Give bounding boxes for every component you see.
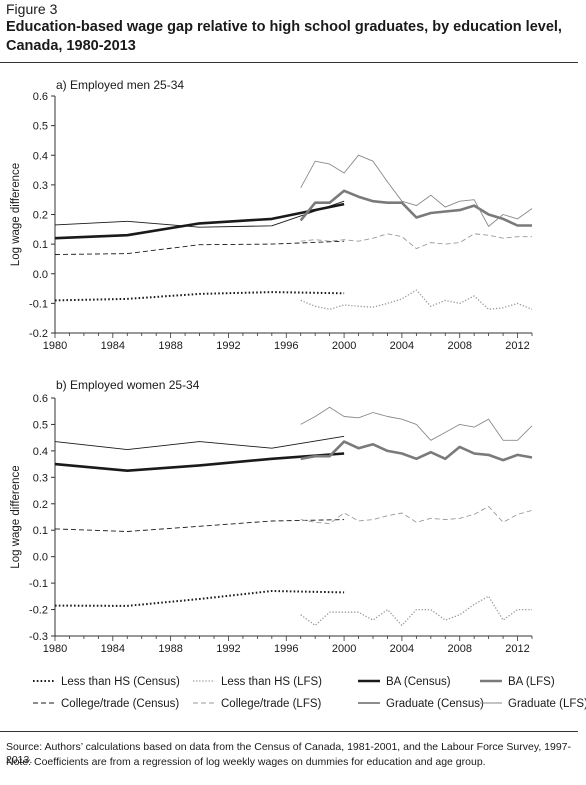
x-tick-label: 1980 (43, 643, 67, 655)
series-line-college-trade-census (54, 519, 345, 532)
series-line-less-than-hs-lfs (300, 289, 533, 310)
x-tick-label: 1992 (216, 340, 240, 352)
y-tick-label: -0.3 (29, 631, 48, 643)
y-axis-label: Log wage difference (10, 465, 22, 568)
x-tick-label: 2008 (447, 340, 471, 352)
figure-title: Education-based wage gap relative to hig… (6, 19, 562, 54)
series-line-graduate-census (54, 200, 345, 228)
series-line-graduate-lfs (300, 406, 533, 441)
top-rule (0, 62, 578, 63)
series-line-graduate-lfs (300, 154, 533, 227)
series-line-ba-lfs (300, 440, 533, 462)
y-tick-label: 0.1 (33, 525, 48, 537)
legend-label: College/trade (Census) (61, 698, 179, 710)
panel-title: b) Employed women 25-34 (56, 378, 200, 392)
series-line-ba-lfs (299, 189, 532, 227)
x-tick-label: 2012 (505, 340, 529, 352)
series-line-less-than-hs-census (54, 590, 345, 607)
x-tick-label: 1984 (101, 340, 125, 352)
legend-label: College/trade (LFS) (221, 698, 322, 710)
legend-label: BA (LFS) (508, 676, 555, 688)
x-tick-label: 1988 (158, 643, 182, 655)
bottom-rule (0, 731, 578, 732)
x-tick-label: 2008 (447, 643, 471, 655)
y-tick-label: 0.4 (33, 150, 48, 162)
y-tick-label: 0.4 (33, 446, 48, 458)
series-line-graduate-census (54, 435, 345, 451)
y-tick-label: 0.2 (33, 210, 48, 222)
x-tick-label: 2004 (390, 340, 414, 352)
y-tick-label: -0.1 (29, 298, 48, 310)
series-line-less-than-hs-census (54, 291, 345, 302)
x-tick-label: 2000 (332, 643, 356, 655)
x-tick-label: 1984 (101, 643, 125, 655)
series-line-college-trade-lfs (300, 505, 533, 525)
legend-label: Less than HS (LFS) (221, 676, 322, 688)
x-tick-label: 1992 (216, 643, 240, 655)
coefficient-note: Note: Coefficients are from a regression… (6, 756, 486, 768)
y-tick-label: 0.0 (33, 269, 48, 281)
y-axis-label: Log wage difference (10, 163, 22, 266)
y-tick-label: -0.2 (29, 605, 48, 617)
series-line-college-trade-lfs (300, 233, 532, 250)
figure-label: Figure 3 (6, 1, 58, 17)
series-line-ba-census (54, 202, 345, 240)
x-tick-label: 1996 (274, 340, 298, 352)
y-tick-label: 0.3 (33, 472, 48, 484)
y-tick-label: 0.5 (33, 419, 48, 431)
source-note: Source: Authors’ calculations based on d… (6, 741, 572, 766)
legend-label: Less than HS (Census) (61, 676, 180, 688)
y-tick-label: 0.2 (33, 499, 48, 511)
legend-label: Graduate (LFS) (508, 698, 586, 710)
legend-label: Graduate (Census) (386, 698, 484, 710)
y-tick-label: 0.1 (33, 239, 48, 251)
x-tick-label: 2000 (332, 340, 356, 352)
y-tick-label: 0.3 (33, 180, 48, 192)
legend-label: BA (Census) (386, 676, 451, 688)
x-tick-label: 1988 (158, 340, 182, 352)
panel-title: a) Employed men 25-34 (56, 78, 184, 92)
series-line-less-than-hs-lfs (300, 595, 532, 627)
y-tick-label: -0.2 (29, 328, 48, 340)
y-tick-label: 0.5 (33, 121, 48, 133)
series-line-college-trade-census (54, 240, 345, 255)
series-line-ba-census (54, 452, 345, 473)
x-tick-label: 1996 (274, 643, 298, 655)
x-tick-label: 2004 (390, 643, 414, 655)
y-tick-label: -0.1 (29, 578, 48, 590)
y-tick-label: 0.0 (33, 552, 48, 564)
x-tick-label: 1980 (43, 340, 67, 352)
y-tick-label: 0.6 (33, 393, 48, 405)
x-tick-label: 2012 (505, 643, 529, 655)
y-tick-label: 0.6 (33, 91, 48, 103)
